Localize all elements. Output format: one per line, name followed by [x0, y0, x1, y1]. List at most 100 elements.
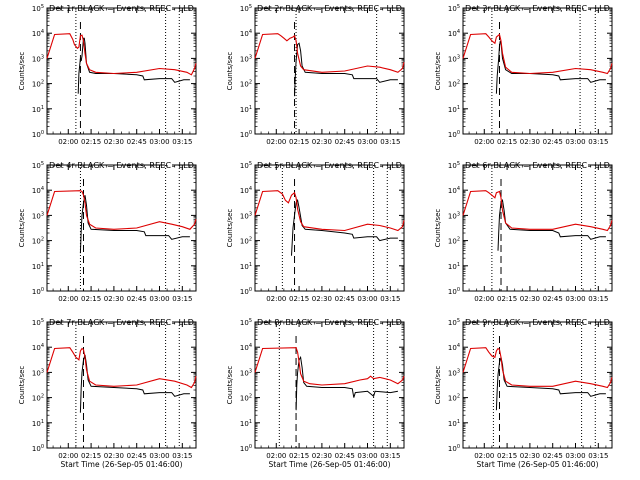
x-axis-label: Start Time (26-Sep-05 01:46:00): [269, 460, 391, 469]
y-tick-label: 102: [32, 237, 44, 246]
plot-frame: [46, 7, 197, 135]
y-axis-label: Counts/sec: [226, 52, 234, 91]
x-tick-label: 02:45: [127, 138, 147, 146]
y-tick-label: 104: [240, 186, 252, 195]
x-tick-label: 03:00: [565, 452, 585, 460]
x-tick-label: 02:00: [474, 452, 494, 460]
x-tick-label: 02:30: [520, 138, 540, 146]
corner-marker: C: [166, 4, 172, 13]
x-tick-label: 02:15: [497, 452, 517, 460]
y-tick-label: 101: [448, 419, 460, 428]
y-tick-label: 104: [448, 29, 460, 38]
y-tick-label: 101: [448, 262, 460, 271]
plot-frame: [46, 164, 197, 292]
x-tick-label: 02:30: [520, 452, 540, 460]
plot-frame: [462, 321, 613, 449]
y-tick-label: 105: [32, 4, 44, 13]
x-tick-label: 03:00: [357, 295, 377, 303]
panel-det-2: Det 2r BLACK = Events, RED = LLDC1001011…: [226, 3, 405, 146]
x-tick-label: 02:45: [127, 295, 147, 303]
panel-det-3: Det 3r BLACK = Events, RED = LLDC1001011…: [434, 3, 613, 146]
x-tick-label: 02:00: [266, 138, 286, 146]
x-tick-label: 02:15: [289, 295, 309, 303]
y-tick-label: 102: [32, 80, 44, 89]
y-tick-label: 103: [448, 368, 460, 377]
x-tick-label: 02:00: [474, 138, 494, 146]
y-tick-label: 104: [240, 343, 252, 352]
corner-marker: C: [582, 318, 588, 327]
events-series-line: [497, 198, 606, 251]
x-tick-label: 02:15: [289, 138, 309, 146]
y-tick-label: 101: [32, 262, 44, 271]
y-tick-label: 102: [240, 237, 252, 246]
panel-det-7: Det 7r BLACK = Events, RED = LLDC1001011…: [18, 317, 197, 469]
x-tick-label: 03:15: [172, 295, 192, 303]
y-axis-label: Counts/sec: [434, 366, 442, 405]
x-tick-label: 02:00: [58, 295, 78, 303]
events-series-line: [79, 195, 190, 254]
x-tick-label: 03:00: [149, 452, 169, 460]
y-axis-label: Counts/sec: [434, 209, 442, 248]
x-tick-label: 02:30: [312, 295, 332, 303]
x-tick-label: 03:00: [357, 138, 377, 146]
panel-det-1: Det 1r BLACK = Events, RED = LLDC1001011…: [18, 3, 197, 146]
y-tick-label: 104: [448, 343, 460, 352]
y-tick-label: 103: [32, 368, 44, 377]
x-tick-label: 02:15: [81, 452, 101, 460]
x-tick-label: 03:15: [172, 138, 192, 146]
corner-marker: C: [374, 318, 380, 327]
corner-marker: C: [166, 318, 172, 327]
y-tick-label: 102: [448, 394, 460, 403]
x-tick-label: 02:30: [104, 295, 124, 303]
y-tick-label: 100: [32, 130, 44, 139]
y-tick-label: 102: [32, 394, 44, 403]
lld-series-line: [46, 33, 197, 76]
events-series-line: [291, 198, 398, 256]
x-tick-label: 02:45: [335, 295, 355, 303]
events-series-line: [495, 357, 606, 411]
x-tick-label: 02:45: [335, 452, 355, 460]
x-tick-label: 03:15: [380, 138, 400, 146]
y-tick-label: 102: [240, 80, 252, 89]
y-tick-label: 101: [32, 419, 44, 428]
y-tick-label: 100: [240, 444, 252, 453]
y-tick-label: 101: [448, 105, 460, 114]
x-tick-label: 02:45: [543, 138, 563, 146]
x-tick-label: 03:15: [588, 452, 608, 460]
plot-frame: [254, 164, 405, 292]
x-tick-label: 02:15: [81, 295, 101, 303]
x-tick-label: 02:45: [543, 452, 563, 460]
x-tick-label: 03:15: [588, 295, 608, 303]
y-tick-label: 103: [240, 211, 252, 220]
corner-marker-bg: [165, 161, 172, 169]
lld-series-line: [254, 347, 405, 386]
x-tick-label: 03:00: [149, 138, 169, 146]
y-tick-label: 102: [240, 394, 252, 403]
y-tick-label: 105: [448, 4, 460, 13]
y-tick-label: 105: [240, 4, 252, 13]
corner-marker-bg: [581, 4, 588, 12]
lld-series-line: [46, 190, 197, 230]
y-tick-label: 101: [32, 105, 44, 114]
plot-frame: [462, 164, 613, 292]
x-tick-label: 03:00: [565, 138, 585, 146]
lld-series-line: [462, 347, 613, 389]
y-axis-label: Counts/sec: [18, 209, 26, 248]
lld-series-line: [462, 190, 613, 232]
x-tick-label: 02:30: [104, 138, 124, 146]
x-tick-label: 02:45: [335, 138, 355, 146]
x-tick-label: 02:15: [81, 138, 101, 146]
y-tick-label: 104: [32, 29, 44, 38]
y-tick-label: 102: [448, 80, 460, 89]
y-axis-label: Counts/sec: [18, 366, 26, 405]
y-tick-label: 105: [240, 318, 252, 327]
panel-det-5: Det 5r BLACK = Events, RED = LLDC1001011…: [226, 160, 405, 303]
lld-series-line: [254, 33, 405, 73]
y-axis-label: Counts/sec: [434, 52, 442, 91]
events-series-line: [77, 37, 190, 94]
y-tick-label: 100: [448, 287, 460, 296]
corner-marker: C: [582, 4, 588, 13]
y-tick-label: 100: [448, 444, 460, 453]
panel-det-6: Det 6r BLACK = Events, RED = LLDC1001011…: [434, 160, 613, 303]
x-tick-label: 02:15: [289, 452, 309, 460]
